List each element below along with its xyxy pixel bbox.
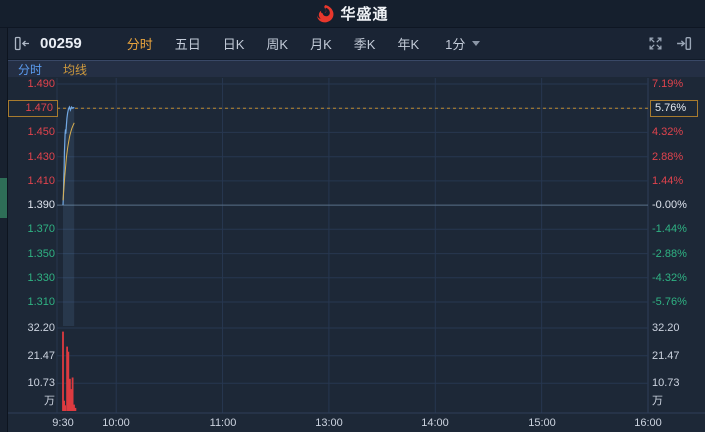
price-line bbox=[62, 105, 75, 206]
collapse-panel-icon[interactable] bbox=[14, 36, 31, 51]
pct-axis-label: -1.44% bbox=[652, 223, 687, 235]
pct-axis-label: 4.32% bbox=[652, 126, 684, 138]
volume-bars bbox=[62, 331, 77, 411]
average-line bbox=[62, 122, 75, 201]
tab-quarterly-k[interactable]: 季K bbox=[353, 37, 376, 52]
current-change-tag: 5.76% bbox=[650, 100, 698, 117]
volume-axis-label: 21.47 bbox=[27, 350, 55, 362]
subtab-timeline[interactable]: 分时 bbox=[18, 62, 43, 77]
pct-axis-label: -5.76% bbox=[652, 296, 687, 308]
pct-axis-label: -0.00% bbox=[652, 199, 687, 211]
minute-period-label: 1分 bbox=[445, 37, 466, 52]
time-axis-label: 14:00 bbox=[421, 417, 449, 429]
volume-axis-label: 10.73 bbox=[27, 377, 55, 389]
period-tabs: 分时 五日 日K 周K 月K 季K 年K bbox=[127, 34, 419, 53]
fullscreen-icon[interactable] bbox=[648, 36, 663, 51]
pct-axis-label: 1.44% bbox=[652, 175, 684, 187]
toolbar-right-icons bbox=[648, 36, 692, 51]
chevron-down-icon bbox=[472, 41, 481, 46]
tab-5day[interactable]: 五日 bbox=[174, 37, 201, 52]
time-axis-label: 15:00 bbox=[528, 417, 556, 429]
volume-axis-label: 32.20 bbox=[27, 322, 55, 334]
dock-right-icon[interactable] bbox=[676, 36, 692, 51]
volume-unit-label: 万 bbox=[652, 395, 663, 407]
left-splitter[interactable] bbox=[0, 28, 8, 432]
brand-name: 华盛通 bbox=[340, 6, 389, 23]
stock-code: 00259 bbox=[40, 35, 82, 52]
price-axis-label: 1.430 bbox=[27, 151, 55, 163]
price-axis-label: 1.330 bbox=[27, 272, 55, 284]
brand-banner: 华盛通 bbox=[0, 0, 705, 28]
chart-toolbar: 00259 分时 五日 日K 周K 月K 季K 年K 1分 bbox=[0, 28, 705, 60]
volume-axis-label: 21.47 bbox=[652, 350, 680, 362]
chart-overlay-tabs: 分时 均线 bbox=[8, 60, 705, 77]
price-axis-label: 1.350 bbox=[27, 248, 55, 260]
time-axis-label: 16:00 bbox=[634, 417, 662, 429]
time-axis-label: 9:30 bbox=[52, 417, 74, 429]
price-axis-label: 1.450 bbox=[27, 126, 55, 138]
volume-axis-label: 32.20 bbox=[652, 322, 680, 334]
pct-axis-label: 7.19% bbox=[652, 78, 684, 90]
price-axis-label: 1.310 bbox=[27, 296, 55, 308]
brand-flame-icon bbox=[317, 4, 334, 23]
tab-monthly-k[interactable]: 月K bbox=[310, 37, 332, 52]
time-axis-label: 13:00 bbox=[315, 417, 343, 429]
left-strip-green-indicator bbox=[0, 178, 7, 218]
price-axis-label: 1.490 bbox=[27, 78, 55, 90]
price-axis-label: 1.410 bbox=[27, 175, 55, 187]
tab-intraday[interactable]: 分时 bbox=[126, 37, 153, 52]
subtab-moving-average[interactable]: 均线 bbox=[63, 62, 88, 77]
pct-axis-label: -2.88% bbox=[652, 248, 687, 260]
time-axis-label: 10:00 bbox=[102, 417, 130, 429]
current-price-tag: 1.470 bbox=[8, 100, 58, 117]
tab-weekly-k[interactable]: 周K bbox=[266, 37, 289, 52]
volume-axis-label: 10.73 bbox=[652, 377, 680, 389]
volume-unit-label: 万 bbox=[44, 395, 55, 407]
tab-yearly-k[interactable]: 年K bbox=[397, 37, 420, 52]
price-axis-label: 1.390 bbox=[27, 199, 55, 211]
time-axis-label: 11:00 bbox=[209, 417, 237, 429]
pct-axis-label: -4.32% bbox=[652, 272, 687, 284]
price-axis-label: 1.370 bbox=[27, 223, 55, 235]
pct-axis-label: 2.88% bbox=[652, 151, 684, 163]
minute-period-selector[interactable]: 1分 bbox=[445, 34, 481, 53]
tab-daily-k[interactable]: 日K bbox=[222, 37, 245, 52]
